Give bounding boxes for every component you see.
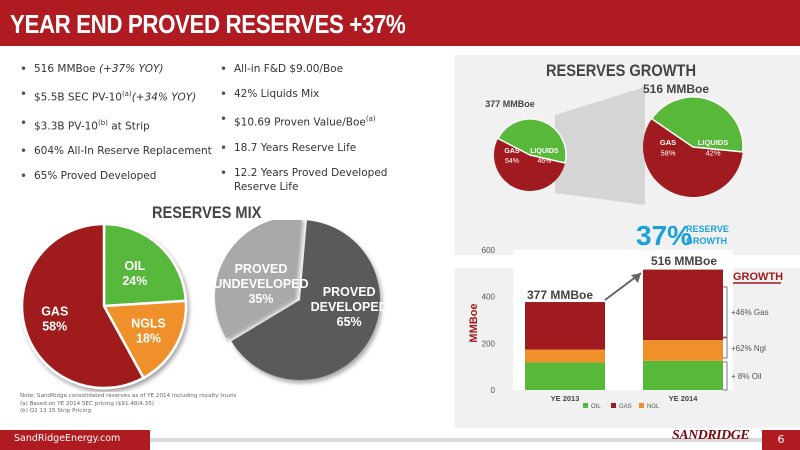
legend-label: GAS <box>619 404 632 410</box>
pie-label: LIQUIDS <box>698 138 728 147</box>
proved-developed-slice <box>231 220 381 380</box>
pie-label: GAS <box>504 148 520 155</box>
key-stats-right: All-in F&D $9.00/Boe 42% Liquids Mix $10.6… <box>220 62 420 205</box>
bullet-item: 18.7 Years Reserve Life <box>220 141 420 155</box>
gas-bar-segment <box>643 269 723 341</box>
pie-value: 58% <box>660 149 675 158</box>
growth-label: +62% Ngl <box>731 344 766 353</box>
ngls-slice <box>101 299 188 380</box>
gas-slice <box>643 118 743 197</box>
legend-swatch <box>611 403 616 408</box>
oil-bar-segment <box>525 362 605 390</box>
reserves-mix-title: RESERVES MIX <box>152 203 262 222</box>
company-logo: SANDRIDGE <box>672 428 750 443</box>
growth-percent: 37% <box>636 220 692 251</box>
ngl-bar-segment <box>525 349 605 363</box>
growth-caption: RESERVE <box>686 224 729 234</box>
proved-mix-pie <box>214 220 381 380</box>
legend-label: OIL <box>591 404 601 410</box>
pie-value: 35% <box>248 292 273 306</box>
growth-pies: GAS 54% LIQUIDS 46% GAS 58% LIQUIDS 42% 377 MMBo… <box>485 82 744 205</box>
growth-connector <box>555 87 645 205</box>
website-link[interactable]: SandRidgeEnergy.com <box>14 433 121 444</box>
x-tick-label: YE 2013 <box>551 394 580 403</box>
gas-slice <box>494 138 566 191</box>
total-label: 516 MMBoe <box>643 82 709 96</box>
footer-bar <box>0 430 150 450</box>
liquids-slice <box>650 96 744 153</box>
y-axis-label: MMBoe <box>468 303 480 342</box>
growth-heading: GROWTH <box>733 271 783 283</box>
reserves-growth-title: RESERVES GROWTH <box>546 61 697 80</box>
bullet-item: $5.5B SEC PV-10(a)(+34% YOY) <box>20 87 225 105</box>
growth-bracket <box>723 286 728 338</box>
oil-slice <box>102 222 188 308</box>
bullet-item: 42% Liquids Mix <box>220 87 420 101</box>
pie-label: LIQUIDS <box>530 148 559 155</box>
gas-bar-segment <box>525 302 605 350</box>
pie-label: NGLS <box>131 316 166 330</box>
legend-label: NGL <box>647 404 660 410</box>
page-number: 6 <box>762 430 800 450</box>
x-tick-label: YE 2014 <box>669 394 699 403</box>
footnotes: Note: SandRidge consolidated reserves as… <box>20 393 236 416</box>
pie-value: 58% <box>42 320 67 334</box>
commodity-mix-pie <box>20 222 188 390</box>
legend-swatch <box>639 403 644 408</box>
y-tick-label: 400 <box>482 293 496 302</box>
bullet-item: All-in F&D $9.00/Boe <box>220 62 420 76</box>
title-bar: YEAR END PROVED RESERVES +37% <box>0 0 800 46</box>
page-title: YEAR END PROVED RESERVES +37% <box>10 9 406 39</box>
y-tick-label: 0 <box>491 386 496 395</box>
pie-value: 42% <box>705 149 720 158</box>
ngl-bar-segment <box>643 340 723 361</box>
bullet-item: 516 MMBoe (+37% YOY) <box>20 62 225 76</box>
footnote: (a) Based on YE 2014 SEC pricing ($91.48… <box>20 400 154 407</box>
growth-bracket <box>723 361 728 391</box>
footnote: (b) Q2 13 15 Strip Pricing <box>20 408 92 414</box>
total-label: 377 MMBoe <box>485 99 535 109</box>
legend-swatch <box>583 403 588 408</box>
bar-total-label: 377 MMBoe <box>527 288 593 302</box>
pie-label: PROVED <box>323 285 376 299</box>
footer-rule <box>150 438 762 442</box>
pie-value: 65% <box>337 315 362 329</box>
bullet-item: 65% Proved Developed <box>20 169 225 183</box>
pie-value: 18% <box>136 331 161 345</box>
arrow-head <box>631 273 641 283</box>
pie-label: GAS <box>41 305 68 319</box>
gas-slice <box>20 222 146 390</box>
liquids-slice <box>496 118 567 164</box>
pie-label: GAS <box>660 138 676 147</box>
bullet-item: $3.3B PV-10(b) at Strip <box>20 116 225 134</box>
bar-total-label: 516 MMBoe <box>651 254 717 268</box>
y-tick-label: 600 <box>482 246 496 255</box>
growth-label: +46% Gas <box>731 308 769 317</box>
pie-label: UNDEVELOPED <box>213 277 308 291</box>
growth-bracket <box>723 337 728 359</box>
growth-label: + 8% Oil <box>731 372 762 381</box>
bullet-item: 12.2 Years Proved Developed Reserve Life <box>220 166 420 194</box>
y-tick-label: 200 <box>482 339 496 348</box>
key-stats-left: 516 MMBoe (+37% YOY) $5.5B SEC PV-10(a)(+… <box>20 62 225 194</box>
proved-undeveloped-slice <box>214 220 302 339</box>
pie-label: OIL <box>124 259 145 273</box>
pie-label: DEVELOPED <box>311 300 388 314</box>
stacked-bar-chart: 0 200 400 600 MMBoe YE 2013 YE 2014 377 MMBoe 51… <box>468 220 783 410</box>
bullet-item: 604% All-In Reserve Replacement <box>20 144 225 158</box>
reserves-growth-graphics: GAS 54% LIQUIDS 46% GAS 58% LIQUIDS 42% 377 MMBo… <box>468 82 783 410</box>
bullet-item: $10.69 Proven Value/Boe(a) <box>220 112 420 130</box>
footnote: Note: SandRidge consolidated reserves as… <box>20 393 237 399</box>
pie-value: 54% <box>505 158 519 165</box>
oil-bar-segment <box>643 360 723 390</box>
pie-label: PROVED <box>235 262 288 276</box>
pie-value: 46% <box>537 158 551 165</box>
growth-caption: GROWTH <box>686 236 727 246</box>
pie-value: 24% <box>122 274 147 288</box>
